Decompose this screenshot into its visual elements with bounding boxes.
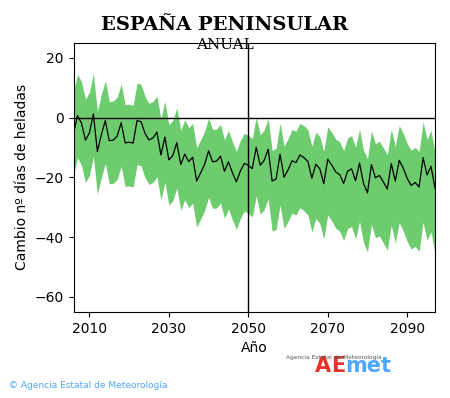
- Text: met: met: [346, 356, 392, 376]
- Text: E: E: [331, 356, 345, 376]
- Text: A: A: [315, 356, 331, 376]
- Text: Agencia Estatal de Meteorología: Agencia Estatal de Meteorología: [286, 355, 382, 360]
- Text: © Agencia Estatal de Meteorología: © Agencia Estatal de Meteorología: [9, 381, 167, 390]
- Text: ESPAÑA PENINSULAR: ESPAÑA PENINSULAR: [101, 16, 349, 34]
- Y-axis label: Cambio nº días de heladas: Cambio nº días de heladas: [15, 84, 29, 270]
- Text: ANUAL: ANUAL: [196, 38, 254, 52]
- X-axis label: Año: Año: [241, 341, 268, 355]
